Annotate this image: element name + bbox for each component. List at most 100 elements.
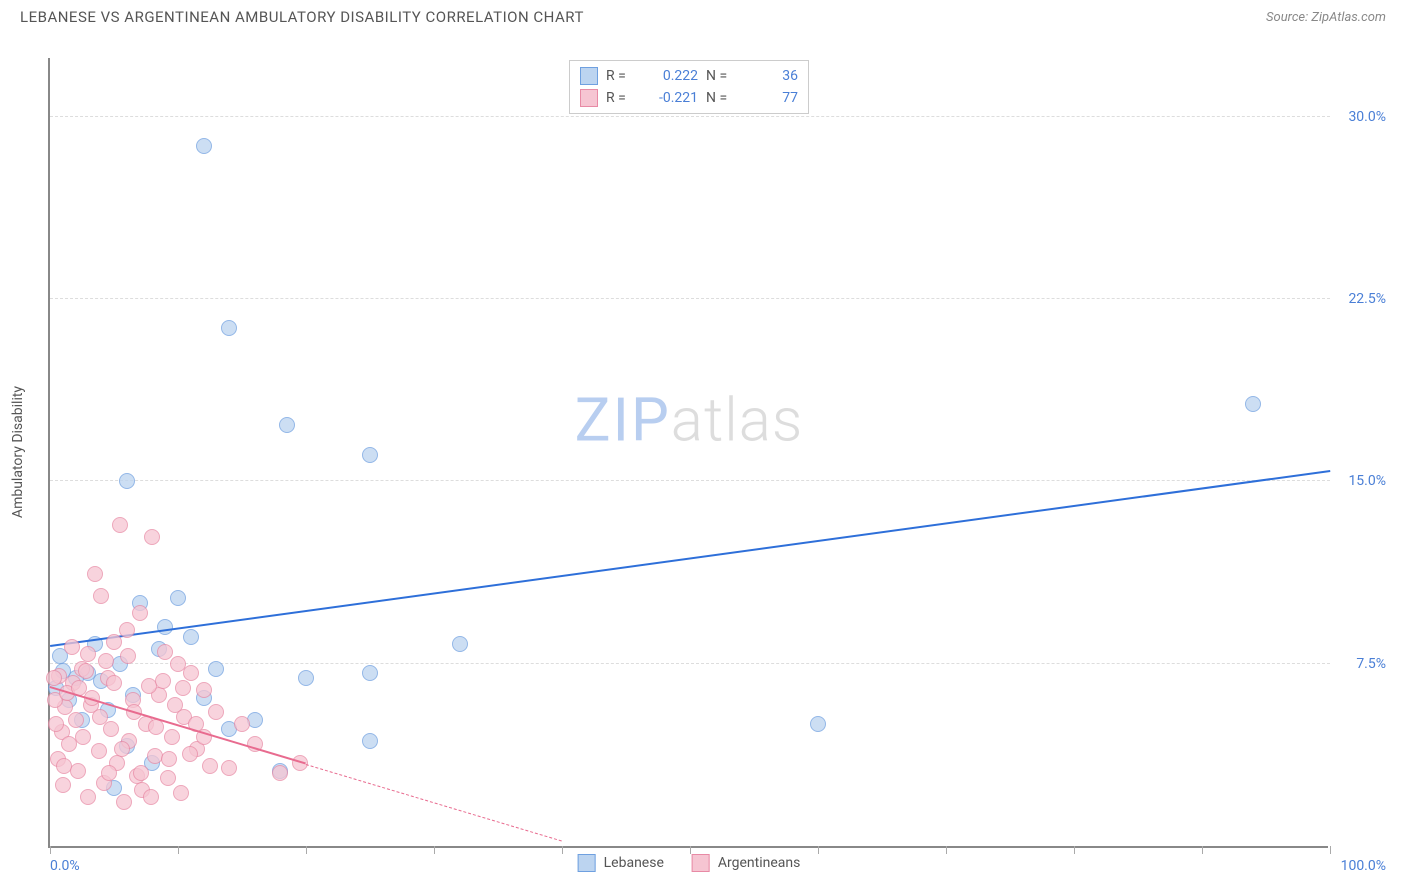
watermark: ZIPatlas bbox=[575, 385, 804, 456]
data-point bbox=[119, 622, 135, 638]
series-legend: Lebanese Argentineans bbox=[578, 854, 801, 872]
x-tick bbox=[1330, 846, 1331, 854]
data-point bbox=[196, 682, 212, 698]
y-tick-label: 30.0% bbox=[1348, 109, 1386, 125]
data-point bbox=[48, 716, 64, 732]
data-point bbox=[92, 709, 108, 725]
legend-swatch bbox=[692, 854, 710, 872]
y-tick-label: 15.0% bbox=[1348, 473, 1386, 489]
x-tick bbox=[818, 846, 819, 854]
data-point bbox=[155, 673, 171, 689]
correlation-legend: R = 0.222 N = 36 R = -0.221 N = 77 bbox=[569, 60, 809, 114]
legend-label: Lebanese bbox=[604, 855, 664, 871]
data-point bbox=[64, 639, 80, 655]
data-point bbox=[182, 746, 198, 762]
data-point bbox=[106, 675, 122, 691]
legend-r-value: 0.222 bbox=[642, 68, 698, 84]
data-point bbox=[143, 789, 159, 805]
data-point bbox=[362, 447, 378, 463]
data-point bbox=[362, 665, 378, 681]
data-point bbox=[170, 590, 186, 606]
data-point bbox=[70, 763, 86, 779]
watermark-part1: ZIP bbox=[575, 385, 671, 456]
data-point bbox=[196, 138, 212, 154]
y-axis-title: Ambulatory Disability bbox=[10, 386, 26, 518]
data-point bbox=[1245, 396, 1261, 412]
x-tick bbox=[434, 846, 435, 854]
chart-container: Ambulatory Disability ZIPatlas R =0.222N… bbox=[48, 58, 1388, 848]
data-point bbox=[119, 473, 135, 489]
x-tick bbox=[50, 846, 51, 854]
data-point bbox=[132, 605, 148, 621]
data-point bbox=[298, 670, 314, 686]
legend-label: Argentineans bbox=[718, 855, 800, 871]
data-point bbox=[46, 670, 62, 686]
legend-n-label: N = bbox=[706, 90, 734, 106]
legend-swatch bbox=[580, 67, 598, 85]
data-point bbox=[157, 644, 173, 660]
plot-area: Ambulatory Disability ZIPatlas R =0.222N… bbox=[48, 58, 1328, 848]
data-point bbox=[112, 517, 128, 533]
data-point bbox=[160, 770, 176, 786]
data-point bbox=[183, 665, 199, 681]
data-point bbox=[116, 794, 132, 810]
x-tick bbox=[946, 846, 947, 854]
data-point bbox=[362, 733, 378, 749]
data-point bbox=[810, 716, 826, 732]
gridline bbox=[50, 116, 1330, 117]
data-point bbox=[87, 566, 103, 582]
data-point bbox=[183, 629, 199, 645]
legend-n-value: 77 bbox=[742, 90, 798, 106]
gridline bbox=[50, 298, 1330, 299]
data-point bbox=[167, 697, 183, 713]
legend-r-label: R = bbox=[606, 68, 634, 84]
gridline bbox=[50, 480, 1330, 481]
y-tick-label: 22.5% bbox=[1348, 291, 1386, 307]
y-tick-label: 7.5% bbox=[1356, 656, 1386, 672]
legend-item: Lebanese bbox=[578, 854, 664, 872]
data-point bbox=[106, 634, 122, 650]
data-point bbox=[208, 661, 224, 677]
data-point bbox=[114, 741, 130, 757]
legend-row: R = -0.221 N = 77 bbox=[580, 87, 798, 109]
x-tick bbox=[1202, 846, 1203, 854]
legend-r-value: -0.221 bbox=[642, 90, 698, 106]
legend-swatch bbox=[578, 854, 596, 872]
legend-row: R = 0.222 N = 36 bbox=[580, 65, 798, 87]
x-tick bbox=[178, 846, 179, 854]
legend-n-label: N = bbox=[706, 68, 734, 84]
data-point bbox=[133, 765, 149, 781]
data-point bbox=[208, 704, 224, 720]
data-point bbox=[78, 663, 94, 679]
x-tick bbox=[562, 846, 563, 854]
trend-line bbox=[50, 470, 1330, 647]
x-tick bbox=[690, 846, 691, 854]
data-point bbox=[175, 680, 191, 696]
data-point bbox=[202, 758, 218, 774]
source-attribution: Source: ZipAtlas.com bbox=[1266, 10, 1386, 25]
data-point bbox=[98, 653, 114, 669]
data-point bbox=[161, 751, 177, 767]
data-point bbox=[279, 417, 295, 433]
x-axis-max-label: 100.0% bbox=[1341, 858, 1386, 874]
chart-title: LEBANESE VS ARGENTINEAN AMBULATORY DISAB… bbox=[20, 8, 584, 26]
gridline bbox=[50, 663, 1330, 664]
x-axis-min-label: 0.0% bbox=[50, 858, 80, 874]
data-point bbox=[144, 529, 160, 545]
data-point bbox=[272, 765, 288, 781]
legend-r-label: R = bbox=[606, 90, 634, 106]
data-point bbox=[103, 721, 119, 737]
data-point bbox=[164, 729, 180, 745]
trend-line bbox=[306, 764, 562, 842]
data-point bbox=[91, 743, 107, 759]
legend-swatch bbox=[580, 89, 598, 107]
data-point bbox=[68, 712, 84, 728]
data-point bbox=[56, 758, 72, 774]
legend-n-value: 36 bbox=[742, 68, 798, 84]
data-point bbox=[157, 619, 173, 635]
data-point bbox=[101, 765, 117, 781]
data-point bbox=[80, 789, 96, 805]
watermark-part2: atlas bbox=[671, 385, 804, 456]
legend-item: Argentineans bbox=[692, 854, 800, 872]
data-point bbox=[80, 646, 96, 662]
